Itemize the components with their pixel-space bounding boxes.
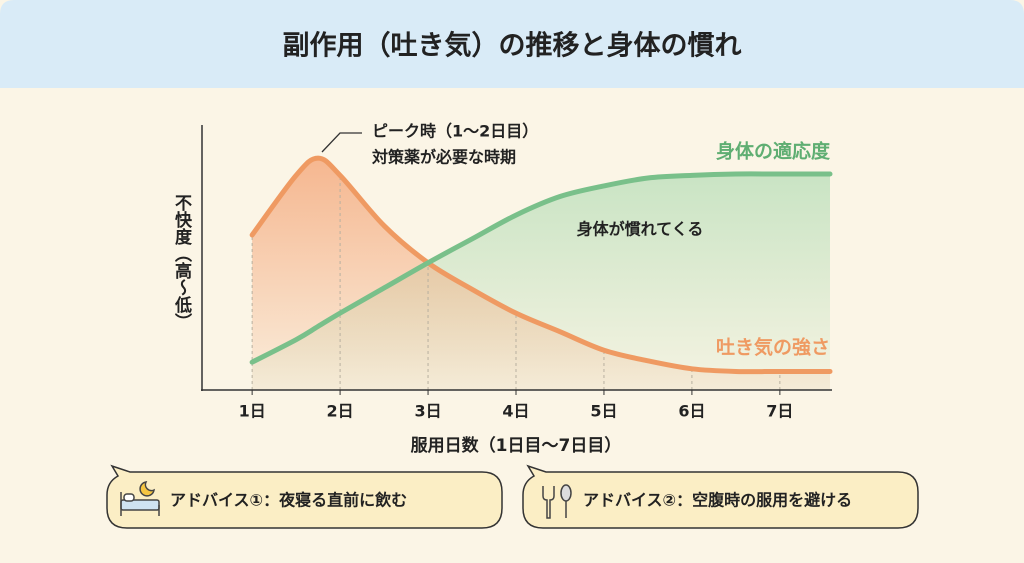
- chart-title: 副作用（吐き気）の推移と身体の慣れ: [283, 30, 742, 62]
- x-axis-label: 服用日数（1日目〜7日目）: [411, 435, 622, 456]
- x-tick-label: 1日: [239, 402, 266, 421]
- bed-icon: [120, 481, 160, 516]
- x-tick-label: 4日: [502, 402, 529, 421]
- tip-bubble: アドバイス①：夜寝る直前に飲む: [106, 464, 503, 529]
- x-tick-label: 2日: [327, 402, 354, 421]
- annotation: 対策薬が必要な時期: [371, 148, 516, 167]
- utensils-icon: [542, 484, 572, 519]
- tip-bubble: アドバイス②：空腹時の服用を避ける: [522, 464, 919, 529]
- line: [249, 171, 833, 365]
- annotation: ピーク時（1〜2日目）: [372, 122, 538, 141]
- x-tick-label: 5日: [590, 402, 617, 421]
- bubble: [522, 464, 919, 529]
- line: [249, 155, 833, 375]
- plot: [249, 155, 833, 395]
- x-tick-label: 7日: [766, 402, 793, 421]
- tip-text: アドバイス①：夜寝る直前に飲む: [170, 491, 407, 510]
- leader-line: [321, 132, 362, 153]
- x-tick-label: 3日: [414, 402, 441, 421]
- x-tick-label: 6日: [678, 402, 705, 421]
- annotation: 身体が慣れてくる: [577, 220, 704, 239]
- series-label: 身体の適応度: [716, 140, 831, 163]
- series-label: 吐き気の強さ: [716, 336, 830, 359]
- header: [0, 0, 1024, 88]
- y-axis-label: 不快度（高〜低）: [171, 194, 193, 330]
- bubble: [106, 464, 503, 529]
- area: [252, 158, 830, 390]
- tip-text: アドバイス②：空腹時の服用を避ける: [583, 491, 852, 510]
